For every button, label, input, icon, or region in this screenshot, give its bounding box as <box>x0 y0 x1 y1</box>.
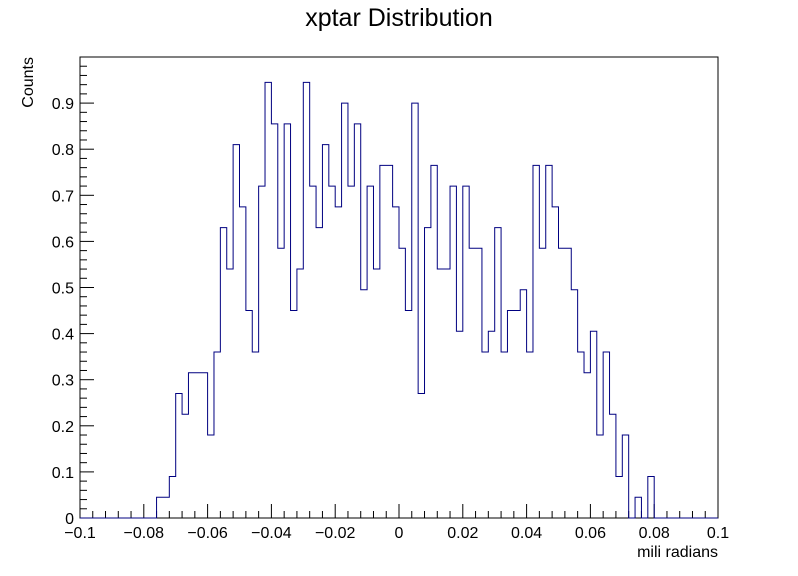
x-tick-label: −0.04 <box>251 525 292 542</box>
x-tick-label: 0.08 <box>639 525 670 542</box>
y-tick-label: 0.9 <box>52 96 74 113</box>
chart-title: xptar Distribution <box>305 4 493 32</box>
y-axis-title: Counts <box>20 57 37 108</box>
y-tick-label: 0.7 <box>52 188 74 205</box>
y-axis-ticks: 0 0.1 0.2 0.3 0.4 0.5 0.6 0.7 0.8 0.9 <box>52 56 94 528</box>
histogram-line <box>80 81 718 519</box>
y-tick-label: 0.8 <box>52 142 74 159</box>
x-tick-label: 0.06 <box>575 525 606 542</box>
x-tick-label: 0.04 <box>511 525 542 542</box>
y-tick-label: 0.3 <box>52 373 74 390</box>
x-tick-label: −0.08 <box>124 525 165 542</box>
x-tick-label: −0.02 <box>315 525 356 542</box>
x-tick-label: 0.1 <box>707 525 729 542</box>
x-tick-label: −0.1 <box>64 525 96 542</box>
y-tick-label: 0.6 <box>52 234 74 251</box>
x-tick-label: 0.02 <box>447 525 478 542</box>
x-axis-title: mili radians <box>637 544 718 561</box>
x-axis-ticks: −0.1 −0.08 −0.06 −0.04 −0.02 0 0.02 0.04 0.06 0.0… <box>64 504 729 542</box>
x-tick-label: −0.06 <box>187 525 228 542</box>
y-tick-label: 0 <box>65 511 74 528</box>
y-tick-label: 0.1 <box>52 465 74 482</box>
y-tick-label: 0.4 <box>52 327 74 344</box>
x-tick-label: 0 <box>395 525 404 542</box>
y-tick-label: 0.5 <box>52 281 74 298</box>
y-tick-label: 0.2 <box>52 419 74 436</box>
